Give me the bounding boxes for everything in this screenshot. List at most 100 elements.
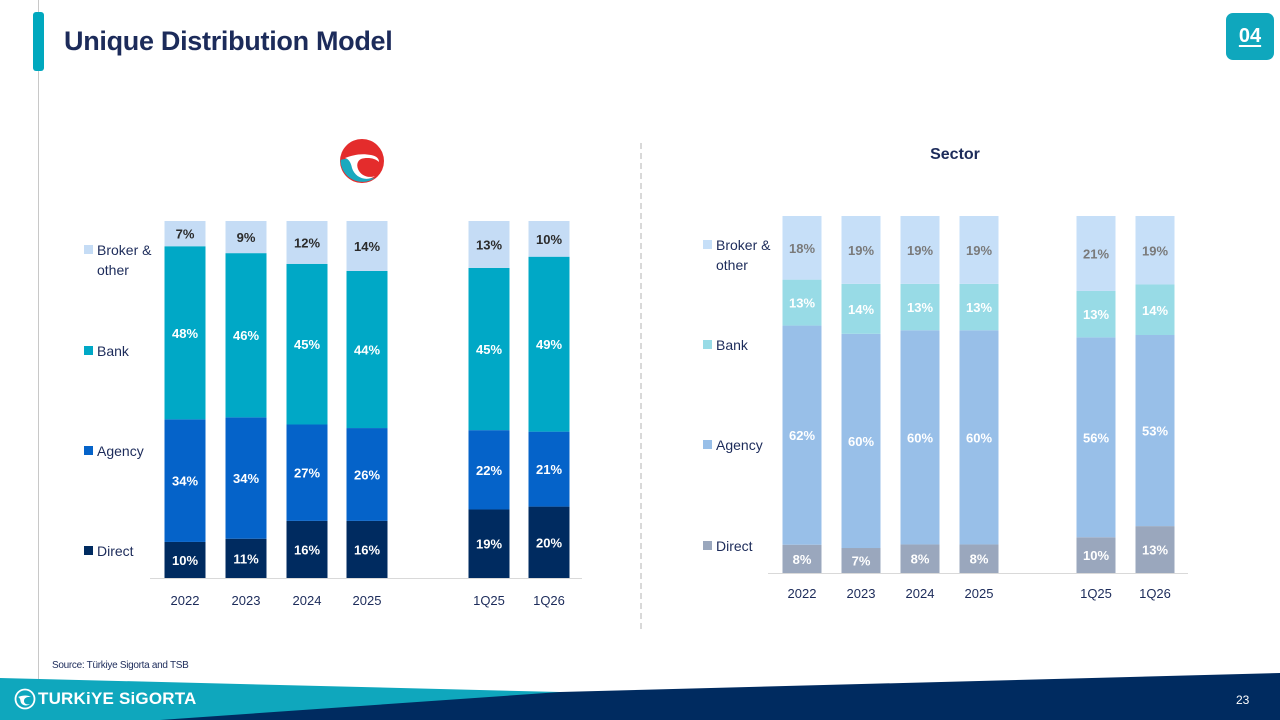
company-bar-broker-other-2025 xyxy=(346,221,388,271)
company-bar-agency-2024 xyxy=(286,424,328,521)
company-data-label: 44% xyxy=(354,343,380,358)
turkiye-sigorta-logo-icon xyxy=(340,139,384,183)
sector-data-label: 13% xyxy=(1142,543,1168,558)
footer-brand: TURKiYE SiGORTA xyxy=(14,688,197,710)
sector-data-label: 62% xyxy=(789,428,815,443)
sector-data-label: 7% xyxy=(852,554,871,569)
sector-data-label: 56% xyxy=(1083,430,1109,445)
company-data-label: 14% xyxy=(354,239,380,254)
sector-data-label: 13% xyxy=(907,300,933,315)
sector-bar-agency-1q26 xyxy=(1135,335,1175,527)
company-data-label: 16% xyxy=(294,542,320,557)
sector-data-label: 13% xyxy=(789,296,815,311)
sector-chart-title: Sector xyxy=(930,146,980,163)
company-bar-broker-other-2022 xyxy=(164,221,206,247)
company-bar-direct-1q25 xyxy=(468,509,510,578)
sector-bar-agency-2024 xyxy=(900,330,940,545)
company-legend-swatch xyxy=(84,446,93,455)
source-note: Source: Türkiye Sigorta and TSB xyxy=(52,660,189,671)
brand-name: TURKiYE SiGORTA xyxy=(38,689,197,708)
company-data-label: 49% xyxy=(536,337,562,352)
company-data-label: 48% xyxy=(172,326,198,341)
company-data-label: 12% xyxy=(294,235,320,250)
company-bar-direct-1q26 xyxy=(528,506,570,578)
sector-legend-item: Broker & other xyxy=(716,237,771,273)
title-accent-bar xyxy=(33,12,44,71)
page-number: 23 xyxy=(1236,693,1250,707)
sector-bar-bank-2023 xyxy=(841,283,881,334)
sector-bar-broker-other-2024 xyxy=(900,216,940,284)
company-bar-bank-2024 xyxy=(286,263,328,425)
sector-legend-swatch xyxy=(703,240,712,249)
sector-x-tick-label: 1Q26 xyxy=(1139,586,1171,601)
sector-data-label: 10% xyxy=(1083,548,1109,563)
sector-bar-bank-1q26 xyxy=(1135,284,1175,335)
company-bar-agency-1q25 xyxy=(468,430,510,510)
company-data-label: 9% xyxy=(237,230,256,245)
sector-bar-bank-2025 xyxy=(959,283,999,331)
company-data-label: 16% xyxy=(354,542,380,557)
sector-x-tick-label: 2023 xyxy=(847,586,876,601)
sector-data-label: 19% xyxy=(966,243,992,258)
company-x-tick-label: 1Q26 xyxy=(533,593,565,608)
company-bar-bank-2023 xyxy=(225,253,267,418)
sector-data-label: 21% xyxy=(1083,246,1109,261)
company-x-tick-label: 1Q25 xyxy=(473,593,505,608)
sector-x-tick-label: 2022 xyxy=(788,586,817,601)
sector-bar-bank-2022 xyxy=(782,279,822,326)
company-data-label: 45% xyxy=(476,342,502,357)
sector-data-label: 19% xyxy=(848,243,874,258)
company-data-label: 26% xyxy=(354,467,380,482)
sector-x-tick-label: 2025 xyxy=(965,586,994,601)
sector-bar-direct-1q26 xyxy=(1135,526,1175,573)
company-bar-direct-2025 xyxy=(346,520,388,578)
company-bar-agency-2025 xyxy=(346,428,388,521)
company-data-label: 10% xyxy=(536,232,562,247)
company-bar-bank-1q26 xyxy=(528,256,570,432)
sector-data-label: 60% xyxy=(907,430,933,445)
company-data-label: 21% xyxy=(536,462,562,477)
sector-legend-swatch xyxy=(703,340,712,349)
company-bar-broker-other-1q25 xyxy=(468,221,510,268)
company-bar-direct-2023 xyxy=(225,538,267,578)
company-x-tick-label: 2022 xyxy=(171,593,200,608)
company-bar-bank-2025 xyxy=(346,270,388,429)
company-legend-item: Agency xyxy=(97,443,144,459)
section-number-badge[interactable]: 04 xyxy=(1226,13,1274,60)
company-bar-bank-2022 xyxy=(164,246,206,420)
sector-bar-direct-1q25 xyxy=(1076,537,1116,573)
company-bar-broker-other-2023 xyxy=(225,221,267,254)
sector-x-tick-label: 2024 xyxy=(906,586,935,601)
sector-bar-direct-2024 xyxy=(900,544,940,573)
footer-band xyxy=(0,673,1280,720)
company-bar-bank-1q25 xyxy=(468,267,510,431)
sector-bar-broker-other-1q25 xyxy=(1076,216,1116,291)
company-data-label: 10% xyxy=(172,553,198,568)
sector-data-label: 53% xyxy=(1142,424,1168,439)
sector-bar-agency-2022 xyxy=(782,325,822,545)
sector-data-label: 13% xyxy=(966,300,992,315)
sector-data-label: 60% xyxy=(848,434,874,449)
sector-data-label: 8% xyxy=(970,552,989,567)
company-data-label: 34% xyxy=(172,474,198,489)
company-bar-direct-2024 xyxy=(286,520,328,578)
sector-legend-item: Agency xyxy=(716,437,763,453)
sector-bar-broker-other-2022 xyxy=(782,216,822,280)
company-bar-agency-2023 xyxy=(225,417,267,539)
company-legend-swatch xyxy=(84,546,93,555)
company-data-label: 22% xyxy=(476,463,502,478)
company-data-label: 46% xyxy=(233,328,259,343)
sector-data-label: 14% xyxy=(1142,303,1168,318)
sector-data-label: 19% xyxy=(1142,243,1168,258)
sector-bar-direct-2023 xyxy=(841,548,881,573)
company-x-tick-label: 2023 xyxy=(232,593,261,608)
page-title: Unique Distribution Model xyxy=(64,26,393,56)
sector-data-label: 8% xyxy=(911,552,930,567)
company-bar-direct-2022 xyxy=(164,541,206,578)
sector-x-tick-label: 1Q25 xyxy=(1080,586,1112,601)
left-guide-line xyxy=(38,0,39,680)
company-bar-agency-2022 xyxy=(164,419,206,542)
company-legend-swatch xyxy=(84,346,93,355)
sector-legend-item: Bank xyxy=(716,337,748,353)
sector-bar-bank-2024 xyxy=(900,283,940,331)
